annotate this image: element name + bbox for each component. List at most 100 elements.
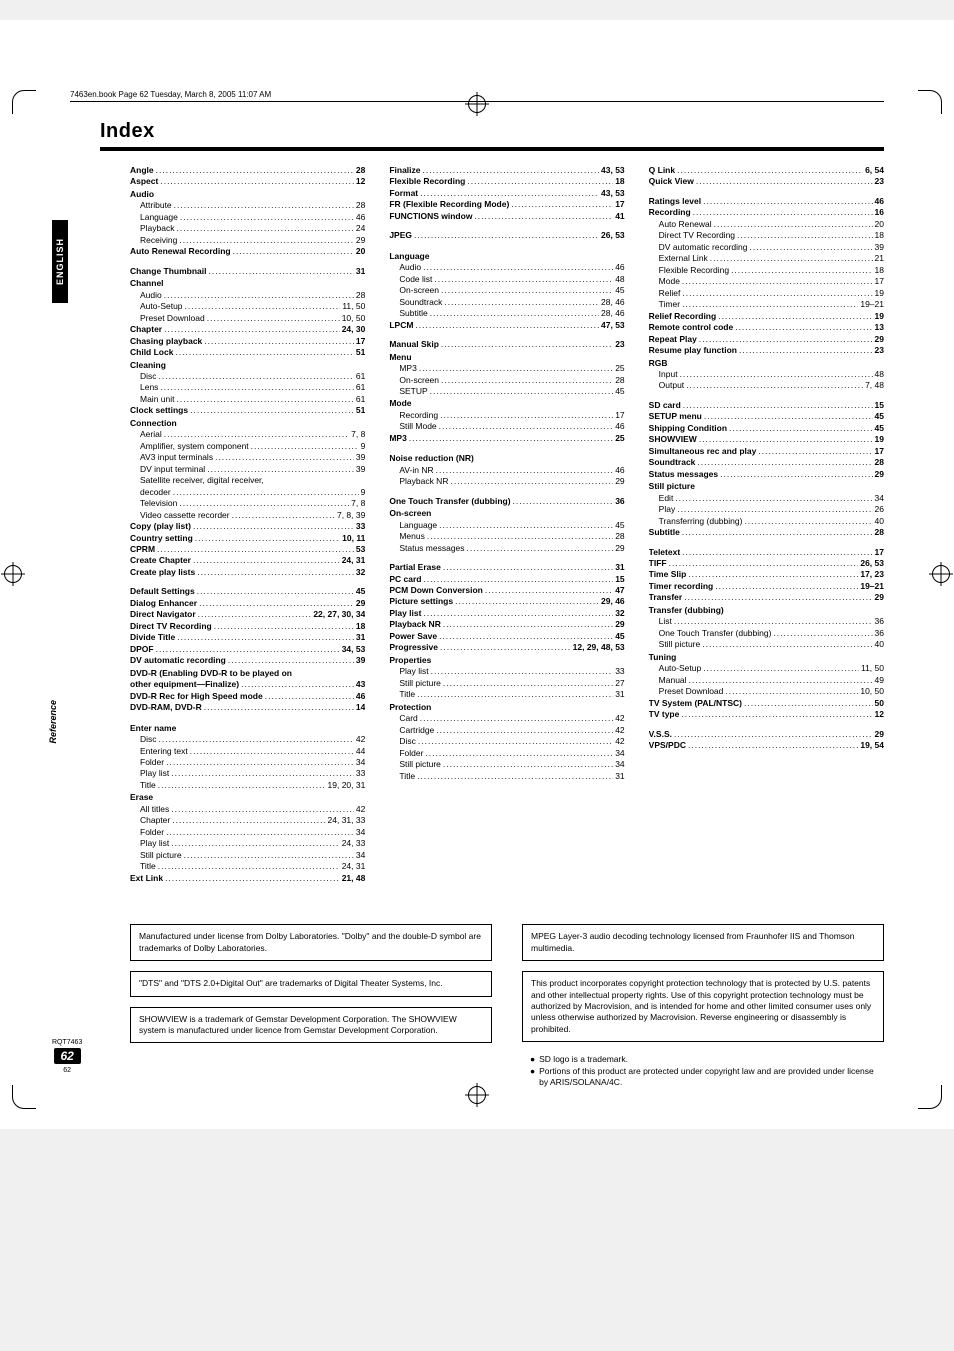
index-entry: Playback NR29	[389, 619, 624, 630]
entry-label: Progressive	[389, 642, 438, 653]
entry-page: 17	[875, 446, 884, 457]
entry-page: 39	[875, 242, 884, 253]
index-heading: Erase	[130, 792, 365, 803]
entry-page: 10, 50	[342, 313, 366, 324]
index-entry: TV type12	[649, 709, 884, 720]
entry-label: SD card	[649, 400, 681, 411]
entry-page: 15	[875, 400, 884, 411]
entry-label: Soundtrack	[399, 297, 442, 308]
bullet-text: Portions of this product are protected u…	[539, 1066, 884, 1089]
entry-page: 27	[615, 678, 624, 689]
entry-page: 48	[615, 274, 624, 285]
entry-label: Entering text	[140, 746, 188, 757]
index-subentry: Manual49	[649, 675, 884, 686]
index-entry: LPCM47, 53	[389, 320, 624, 331]
section-label: Reference	[48, 700, 58, 744]
index-entry: Create play lists32	[130, 567, 365, 578]
index-entry: Simultaneous rec and play17	[649, 446, 884, 457]
entry-label: Playback	[140, 223, 175, 234]
entry-page: 28, 46	[601, 297, 625, 308]
index-subentry: Amplifier, system component 9	[130, 441, 365, 452]
entry-label: Attribute	[140, 200, 172, 211]
entry-page: 46	[615, 421, 624, 432]
entry-label: VPS/PDC	[649, 740, 686, 751]
entry-page: 46	[356, 691, 365, 702]
entry-page: 19, 20, 31	[328, 780, 366, 791]
entry-label: Status messages	[649, 469, 718, 480]
entry-page: 11, 50	[342, 301, 365, 312]
entry-label: DV automatic recording	[659, 242, 748, 253]
entry-page: 7, 8	[351, 498, 365, 509]
entry-page: 20	[356, 246, 365, 257]
index-entry: MP325	[389, 433, 624, 444]
notice-box: This product incorporates copyright prot…	[522, 971, 884, 1042]
index-subentry: Output7, 48	[649, 380, 884, 391]
index-subentry: Language46	[130, 212, 365, 223]
index-entry: Repeat Play29	[649, 334, 884, 345]
entry-label: On-screen	[399, 285, 439, 296]
entry-page: 34	[615, 748, 624, 759]
index-subentry: Disc42	[130, 734, 365, 745]
index-entry: Transfer29	[649, 592, 884, 603]
entry-label: CPRM	[130, 544, 155, 555]
entry-label: Still Mode	[399, 421, 436, 432]
index-heading: Mode	[389, 398, 624, 409]
index-subentry: Card42	[389, 713, 624, 724]
entry-label: Finalize	[389, 165, 420, 176]
entry-page: 19–21	[860, 581, 884, 592]
entry-label: Title	[399, 771, 415, 782]
entry-label: Transfer	[649, 592, 683, 603]
entry-label: Subtitle	[649, 527, 680, 538]
entry-label: TV System (PAL/NTSC)	[649, 698, 742, 709]
index-entry: Child Lock51	[130, 347, 365, 358]
index-heading: Cleaning	[130, 360, 365, 371]
index-entry: Default Settings45	[130, 586, 365, 597]
entry-page: 22, 27, 30, 34	[313, 609, 365, 620]
entry-label: Remote control code	[649, 322, 734, 333]
entry-page: 29	[356, 235, 365, 246]
index-subentry: One Touch Transfer (dubbing)36	[649, 628, 884, 639]
index-subentry: Recording17	[389, 410, 624, 421]
index-subentry: Audio28	[130, 290, 365, 301]
notice-box: Manufactured under license from Dolby La…	[130, 924, 492, 961]
entry-label: Angle	[130, 165, 154, 176]
entry-label: All titles	[140, 804, 169, 815]
entry-label: FR (Flexible Recording Mode)	[389, 199, 509, 210]
entry-label: Flexible Recording	[659, 265, 729, 276]
entry-label: Timer recording	[649, 581, 714, 592]
index-entry: Play list32	[389, 608, 624, 619]
entry-label: Preset Download	[140, 313, 205, 324]
entry-label: SHOWVIEW	[649, 434, 697, 445]
entry-page: 9	[361, 441, 366, 452]
entry-label: decoder	[140, 487, 171, 498]
entry-label: Subtitle	[399, 308, 427, 319]
index-entry: Angle28	[130, 165, 365, 176]
entry-page: 28	[875, 527, 884, 538]
page-badge: 62	[54, 1048, 81, 1064]
index-heading: Protection	[389, 702, 624, 713]
entry-label: Satellite receiver, digital receiver,	[140, 475, 264, 486]
entry-page: 34	[356, 757, 365, 768]
index-entry: One Touch Transfer (dubbing)36	[389, 496, 624, 507]
index-entry: Teletext17	[649, 547, 884, 558]
index-heading: On-screen	[389, 508, 624, 519]
index-subentry: decoder9	[130, 487, 365, 498]
entry-page: 32	[356, 567, 365, 578]
entry-page: 42	[356, 804, 365, 815]
index-subentry: On-screen45	[389, 285, 624, 296]
index-subentry: Title31	[389, 771, 624, 782]
entry-page: 28	[356, 200, 365, 211]
index-entry: DVD-R Rec for High Speed mode46	[130, 691, 365, 702]
entry-page: 19	[875, 288, 884, 299]
entry-page: 21, 48	[342, 873, 366, 884]
index-entry: JPEG26, 53	[389, 230, 624, 241]
entry-label: Amplifier, system component	[140, 441, 249, 452]
entry-page: 17	[615, 410, 624, 421]
entry-page: 29	[615, 543, 624, 554]
entry-page: 24, 31	[342, 861, 366, 872]
index-entry: Picture settings29, 46	[389, 596, 624, 607]
entry-page: 18	[875, 265, 884, 276]
entry-page: 47	[615, 585, 624, 596]
entry-page: 31	[615, 562, 624, 573]
index-columns: Angle28Aspect12AudioAttribute28Language4…	[130, 165, 884, 884]
